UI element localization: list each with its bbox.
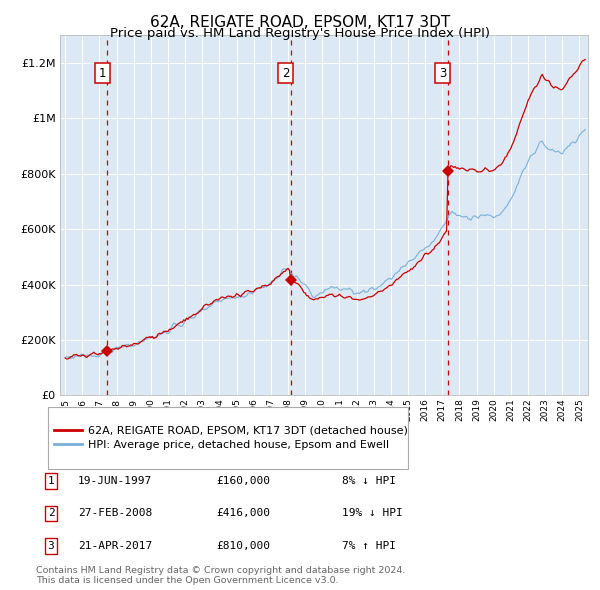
Text: 21-APR-2017: 21-APR-2017 xyxy=(78,541,152,550)
Text: 19% ↓ HPI: 19% ↓ HPI xyxy=(342,509,403,518)
Text: This data is licensed under the Open Government Licence v3.0.: This data is licensed under the Open Gov… xyxy=(36,576,338,585)
Text: 7% ↑ HPI: 7% ↑ HPI xyxy=(342,541,396,550)
Text: 62A, REIGATE ROAD, EPSOM, KT17 3DT: 62A, REIGATE ROAD, EPSOM, KT17 3DT xyxy=(150,15,450,30)
FancyBboxPatch shape xyxy=(48,407,408,469)
Text: £416,000: £416,000 xyxy=(216,509,270,518)
Text: 3: 3 xyxy=(47,541,55,550)
Text: £160,000: £160,000 xyxy=(216,476,270,486)
Text: 1: 1 xyxy=(47,476,55,486)
Text: £810,000: £810,000 xyxy=(216,541,270,550)
Text: 27-FEB-2008: 27-FEB-2008 xyxy=(78,509,152,518)
Legend: 62A, REIGATE ROAD, EPSOM, KT17 3DT (detached house), HPI: Average price, detache: 62A, REIGATE ROAD, EPSOM, KT17 3DT (deta… xyxy=(50,421,412,455)
Text: Contains HM Land Registry data © Crown copyright and database right 2024.: Contains HM Land Registry data © Crown c… xyxy=(36,566,406,575)
Text: Price paid vs. HM Land Registry's House Price Index (HPI): Price paid vs. HM Land Registry's House … xyxy=(110,27,490,40)
Text: 8% ↓ HPI: 8% ↓ HPI xyxy=(342,476,396,486)
Text: 2: 2 xyxy=(282,67,289,80)
Text: 1: 1 xyxy=(98,67,106,80)
Text: 3: 3 xyxy=(439,67,446,80)
Text: 2: 2 xyxy=(47,509,55,518)
Text: 19-JUN-1997: 19-JUN-1997 xyxy=(78,476,152,486)
